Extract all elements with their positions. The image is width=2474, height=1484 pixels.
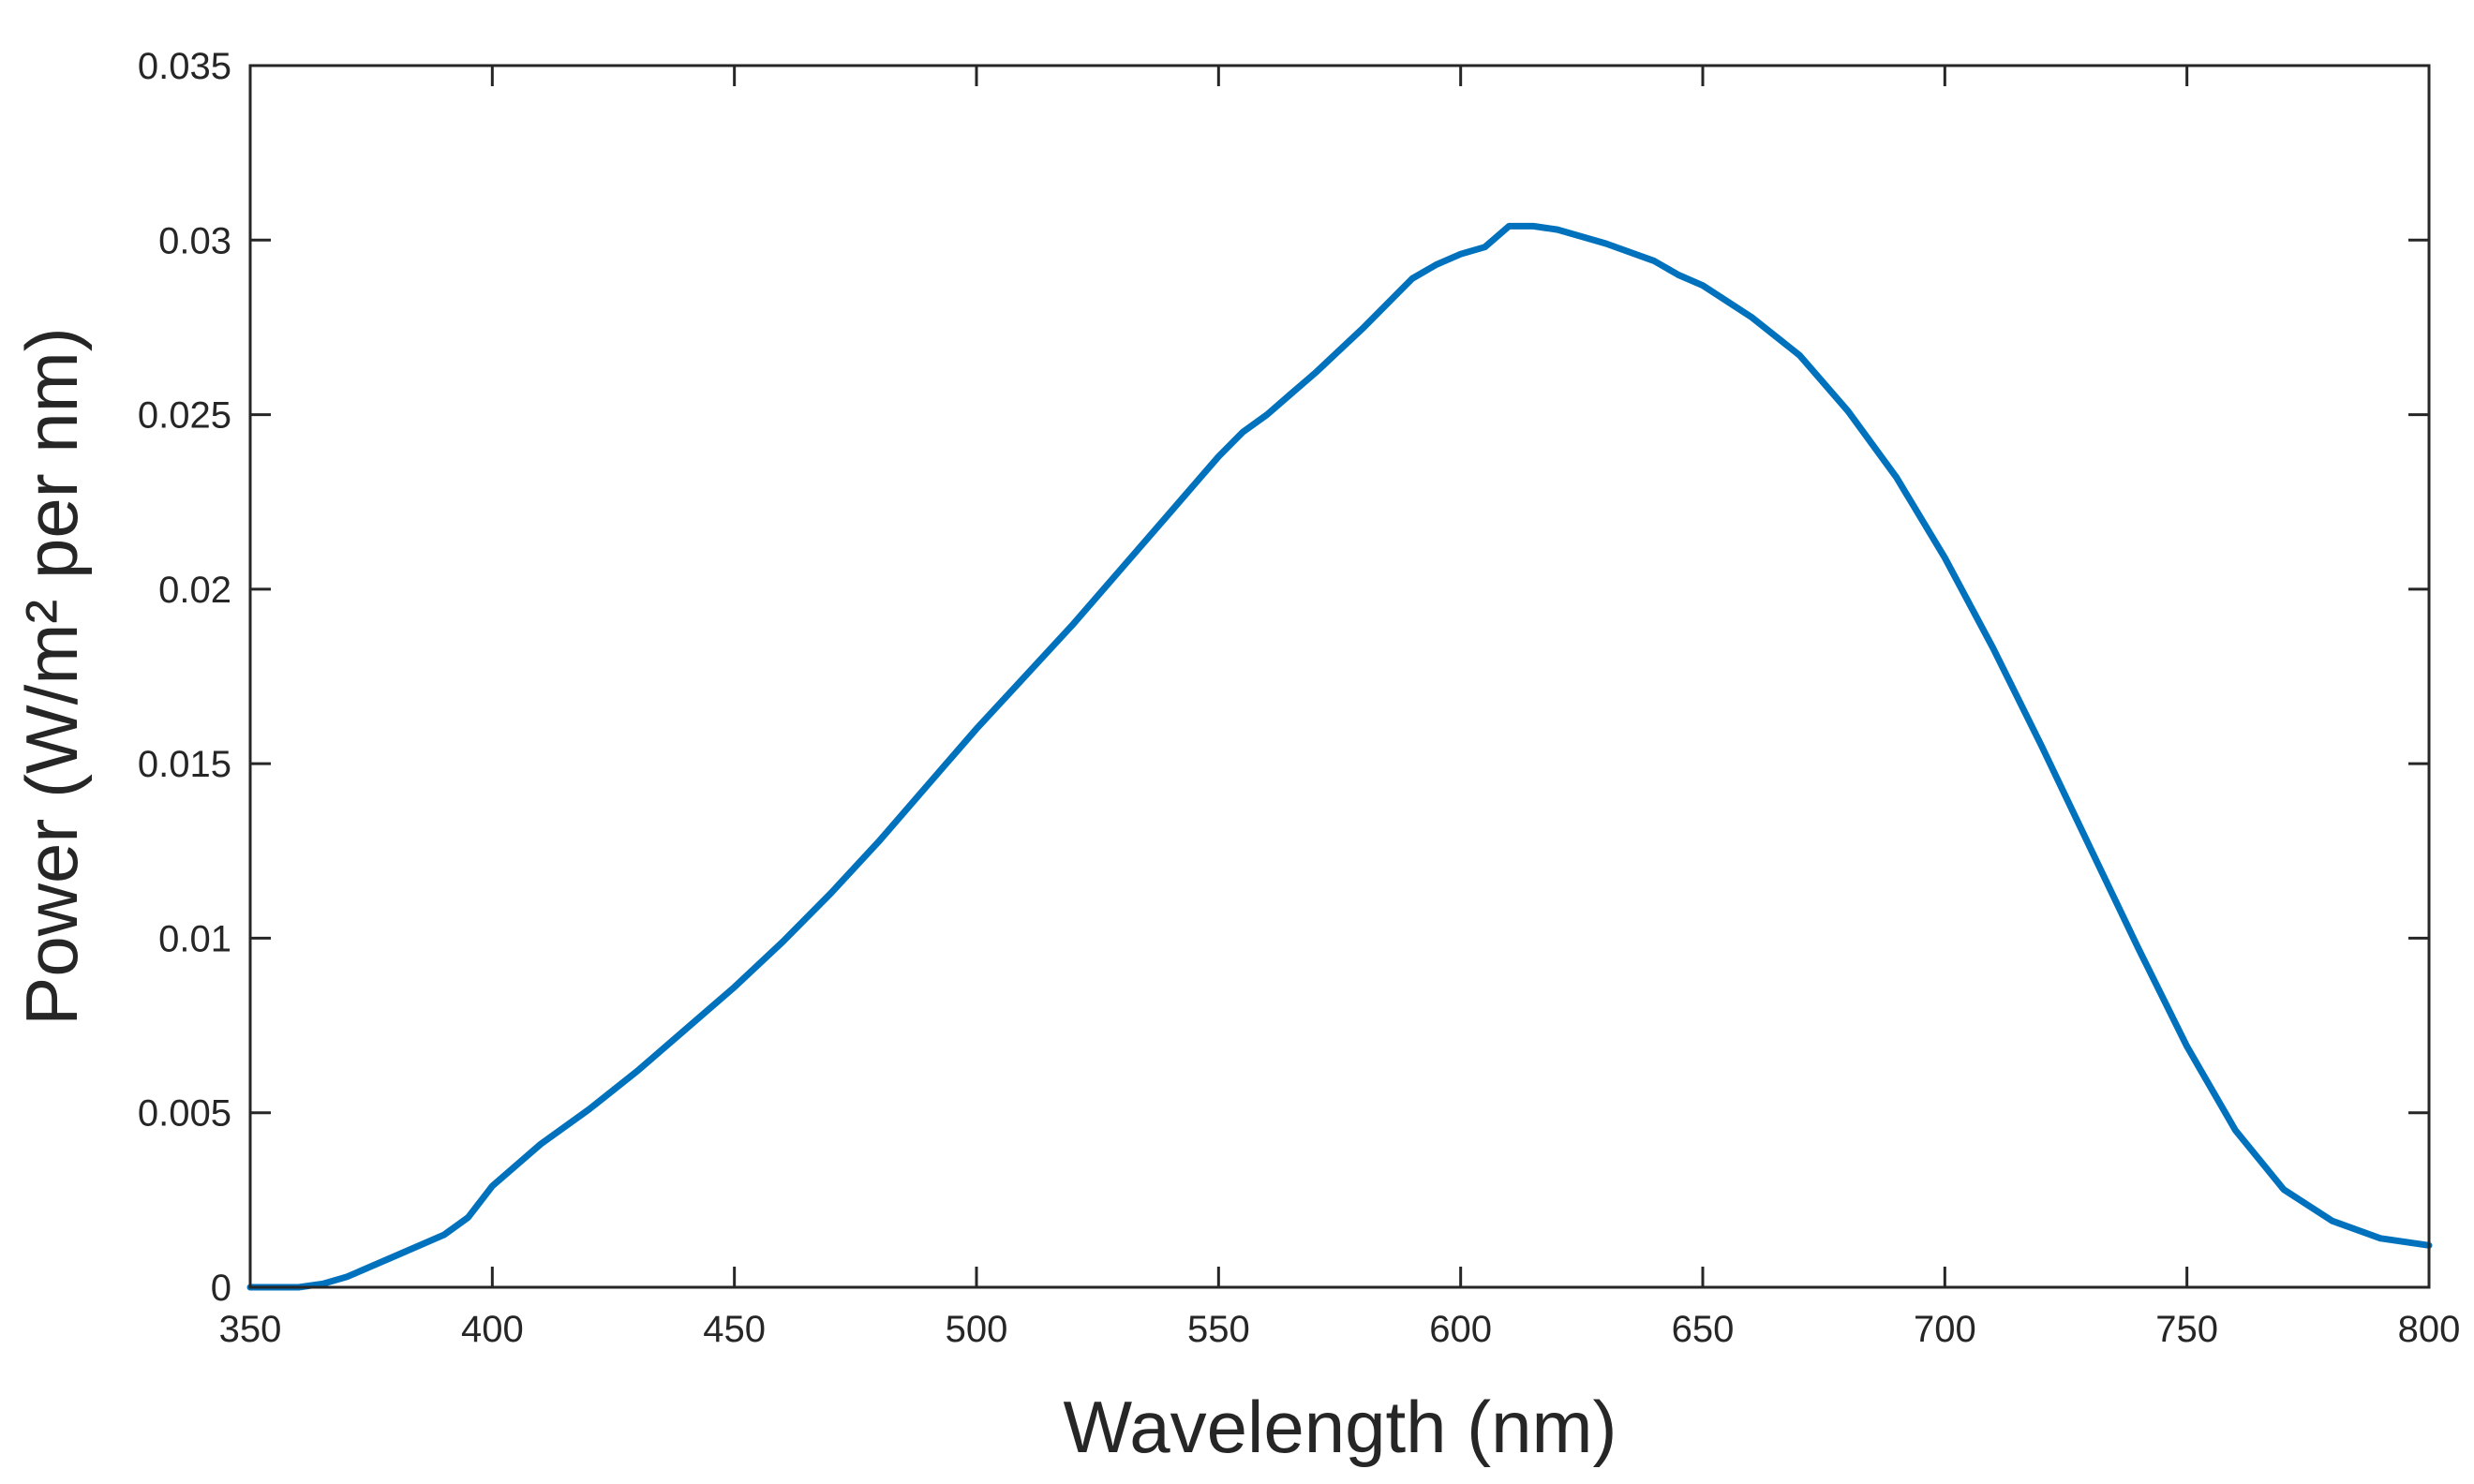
x-tick-label: 800 bbox=[2398, 1309, 2461, 1350]
y-tick-label: 0.02 bbox=[158, 570, 231, 611]
x-tick-label: 750 bbox=[2155, 1309, 2218, 1350]
x-tick-label: 700 bbox=[1914, 1309, 1976, 1350]
x-tick-label: 650 bbox=[1672, 1309, 1735, 1350]
x-axis-title: Wavelength (nm) bbox=[1064, 1386, 1617, 1468]
series-line bbox=[246, 222, 2433, 1291]
x-tick-label: 450 bbox=[703, 1309, 766, 1350]
y-tick-label: 0.005 bbox=[138, 1093, 231, 1135]
x-tick-label: 400 bbox=[461, 1309, 524, 1350]
plot-area bbox=[250, 66, 2429, 1287]
x-tick-label: 350 bbox=[219, 1309, 282, 1350]
x-ticks bbox=[248, 66, 2431, 1287]
series-layer bbox=[246, 222, 2433, 1291]
y-tick-label: 0.015 bbox=[138, 744, 231, 785]
x-tick-labels: 350 400 450 500 550 600 650 700 750 800 bbox=[219, 1309, 2461, 1350]
x-tick-label: 500 bbox=[946, 1309, 1008, 1350]
y-tick-labels: 0 0.005 0.01 0.015 0.02 0.025 0.03 0.035 bbox=[138, 46, 231, 1309]
x-tick-label: 550 bbox=[1187, 1309, 1250, 1350]
y-tick-label: 0.01 bbox=[158, 918, 231, 959]
x-tick-label: 600 bbox=[1429, 1309, 1492, 1350]
y-tick-label: 0.025 bbox=[138, 395, 231, 437]
y-axis-title: Power (W/m² per nm) bbox=[10, 327, 93, 1025]
y-tick-label: 0.035 bbox=[138, 46, 231, 87]
axes-box bbox=[248, 64, 2431, 1289]
y-tick-label: 0 bbox=[211, 1268, 231, 1309]
y-tick-label: 0.03 bbox=[158, 220, 231, 261]
